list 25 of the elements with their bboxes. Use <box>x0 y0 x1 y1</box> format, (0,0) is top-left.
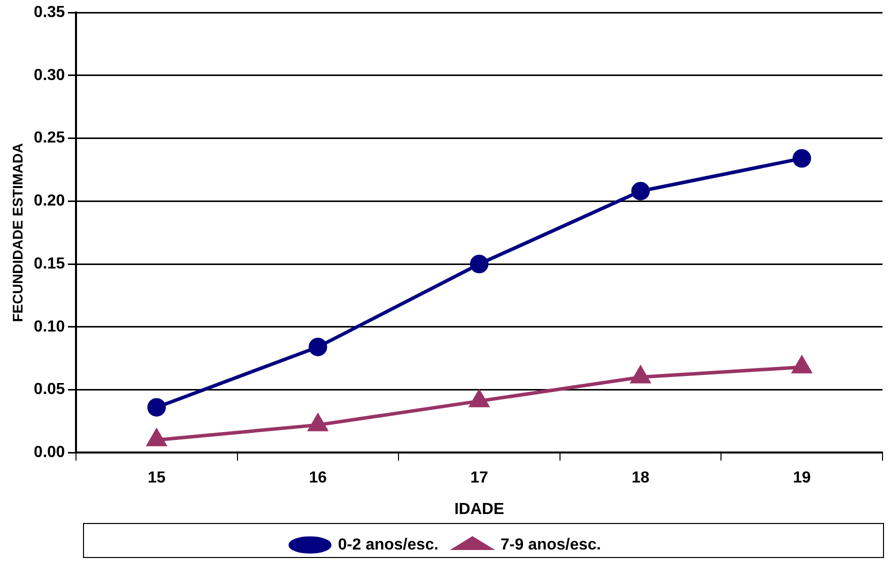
y-tick-label: 0.35 <box>34 4 66 22</box>
point <box>470 390 489 408</box>
x-tick-label: 19 <box>792 470 811 487</box>
point <box>308 414 328 432</box>
y-tick-label: 0.05 <box>34 381 66 398</box>
x-tick-label: 17 <box>470 470 488 487</box>
legend-label: 7-9 anos/esc. <box>500 536 601 554</box>
point <box>630 366 650 384</box>
point <box>631 182 650 200</box>
point <box>792 149 812 168</box>
y-tick-label: 0.00 <box>34 444 66 462</box>
x-tick-label: 15 <box>148 470 166 487</box>
x-tick-label: 16 <box>309 470 327 487</box>
y-tick-label: 0.15 <box>34 255 66 272</box>
x-tick-label: 18 <box>632 470 650 487</box>
y-axis-title: FECUNDIDADE ESTIMADA <box>9 143 26 322</box>
x-axis-title: IDADE <box>454 500 504 518</box>
y-tick-label: 0.20 <box>34 192 66 210</box>
point <box>470 254 488 274</box>
legend-label: 0-2 anos/esc. <box>338 536 438 554</box>
point <box>792 356 812 374</box>
y-tick-label: 0.10 <box>34 318 66 336</box>
point <box>147 429 166 446</box>
y-tick-label: 0.25 <box>34 130 66 147</box>
y-tick-label: 0.30 <box>34 66 66 84</box>
